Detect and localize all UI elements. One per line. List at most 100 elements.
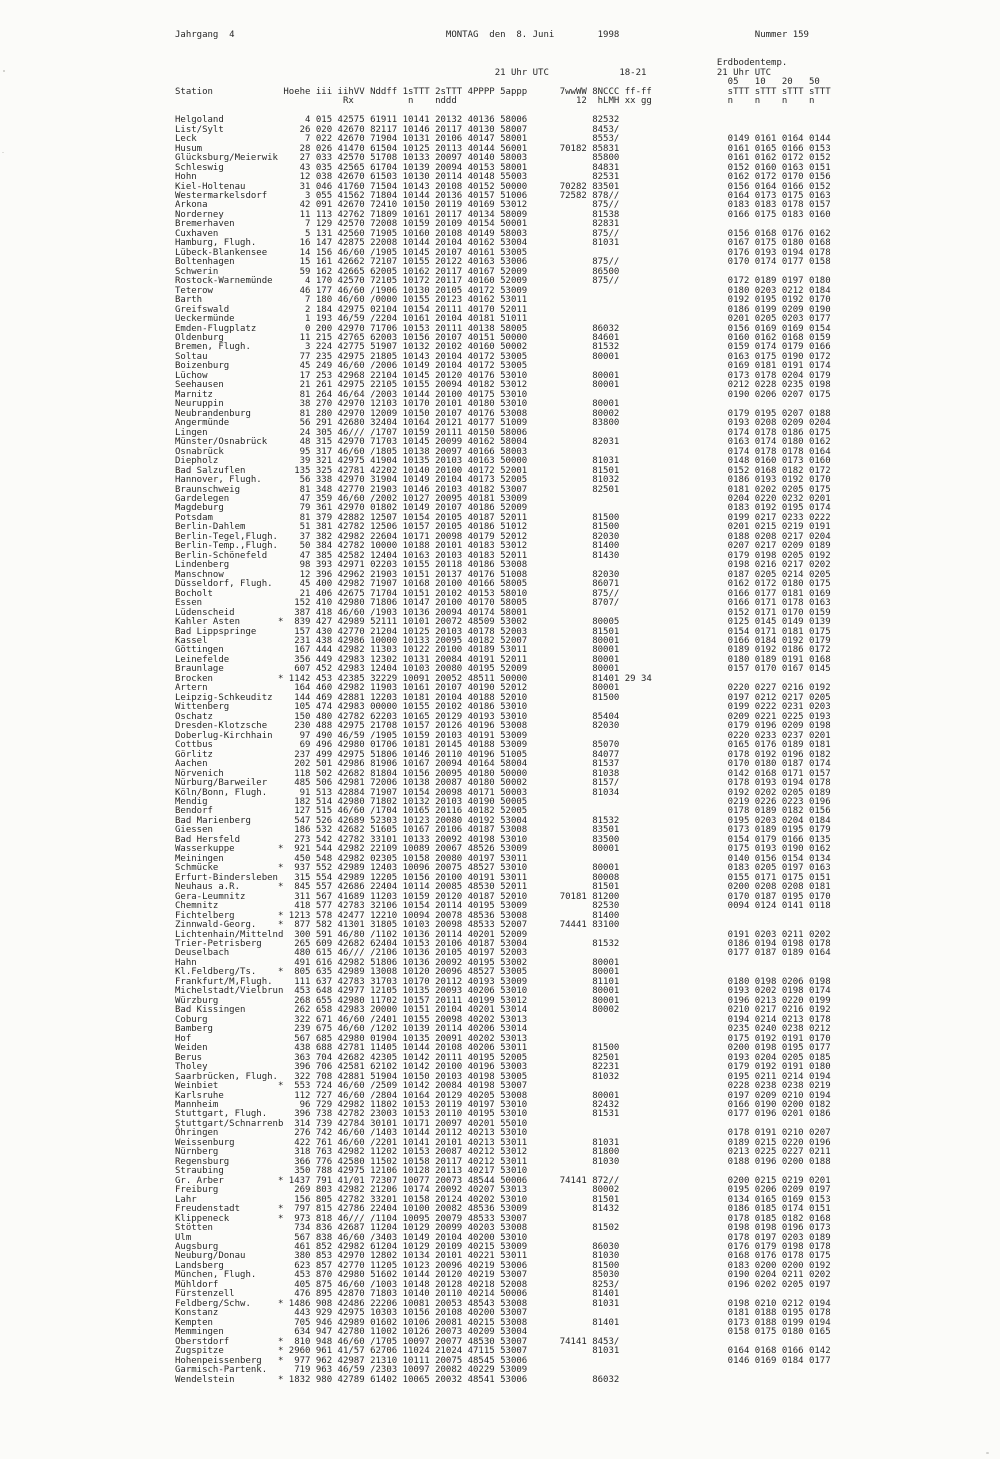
station-row: Leipzig-Schkeuditz 144 469 42881 12203 1… xyxy=(175,692,831,703)
station-row: Berlin-Temp.,Flugh. 50 384 42782 10000 1… xyxy=(175,541,831,552)
station-row: Frankfurt/M,Flugh. 111 637 42783 31703 1… xyxy=(175,976,831,987)
station-row: Lindenberg 98 393 42971 02203 10155 2011… xyxy=(175,560,831,571)
station-row: Ulm 567 838 46/60 /3403 10149 20104 4020… xyxy=(175,1232,831,1243)
station-row: Gera-Leumnitz 311 567 41689 11203 10159 … xyxy=(175,891,831,902)
station-row: Braunschweig 81 348 42770 21903 10146 20… xyxy=(175,484,831,495)
station-row: Soltau 77 235 42975 21805 10143 20104 40… xyxy=(175,351,831,362)
station-row: Memmingen 634 947 42780 11002 10126 2007… xyxy=(175,1327,831,1338)
station-row: Lichtenhain/Mittelnd 300 591 46/80 /1102… xyxy=(175,929,831,940)
station-row: Bendorf 127 515 46/60 /1704 10165 20116 … xyxy=(175,806,831,817)
station-row: Deuselbach 480 615 46/// /2106 10136 201… xyxy=(175,948,831,959)
station-row: Freudenstadt * 797 815 42786 22404 10100… xyxy=(175,1204,831,1215)
station-row: Teterow 46 177 46/60 /1906 10130 20105 4… xyxy=(175,285,831,296)
bulletin-text: Jahrgang 4 MONTAG den 8. Juni 1998 Numme… xyxy=(175,30,831,1385)
station-row: Coburg 322 671 46/60 /2401 10155 20098 4… xyxy=(175,1014,831,1025)
station-row: Magdeburg 79 361 42970 01802 10149 20107… xyxy=(175,503,831,514)
station-row: Dresden-Klotzsche 230 488 42975 21708 10… xyxy=(175,721,831,732)
station-row: Lüchow 17 253 42968 22104 10145 20120 40… xyxy=(175,370,831,381)
station-row: Chemnitz 418 577 42783 32106 10154 20114… xyxy=(175,901,831,912)
station-row: Bocholt 21 406 42675 71704 10151 20102 4… xyxy=(175,588,831,599)
station-row: Bad Hersfeld 273 542 42782 33101 10133 2… xyxy=(175,834,831,845)
station-row: Boltenhagen 15 161 42662 72107 10155 201… xyxy=(175,257,831,268)
table-subheader-line: Rx n nddd 12 hLMH xx gg n n n n xyxy=(175,96,815,107)
station-row: Glücksburg/Meierwik 27 033 42570 51708 1… xyxy=(175,153,831,164)
station-row: Mühldorf 405 875 46/60 /1003 10148 20128… xyxy=(175,1279,831,1290)
station-row: Kl.Feldberg/Ts. * 805 635 42989 13008 10… xyxy=(175,967,620,978)
scan-speckle xyxy=(2,152,4,153)
masthead-line: Jahrgang 4 MONTAG den 8. Juni 1998 Numme… xyxy=(175,30,809,40)
station-row: Hof 567 685 42980 01904 10135 20091 4020… xyxy=(175,1033,831,1044)
station-row: Seehausen 21 261 42975 22105 10155 20094… xyxy=(175,380,831,391)
scan-speckle xyxy=(986,1452,989,1454)
station-row: Neuburg/Donau 380 853 42970 12802 10134 … xyxy=(175,1251,831,1262)
station-row: Berlin-Dahlem 51 381 42782 12506 10157 2… xyxy=(175,522,831,533)
station-row: Gardelegen 47 359 46/60 /2002 10127 2009… xyxy=(175,493,831,504)
station-row: Trier-Petrisberg 265 609 42682 62404 101… xyxy=(175,939,831,949)
station-row: Leinefelde 356 449 42983 12302 10131 200… xyxy=(175,654,831,665)
station-row: Fürstenzell 476 895 42870 71803 10140 20… xyxy=(175,1289,620,1300)
station-row: Konstanz 443 929 42975 10303 10156 20108… xyxy=(175,1308,831,1319)
station-row: Braunlage 607 452 42983 12404 10103 2008… xyxy=(175,664,831,675)
station-row: Bad Marienberg 547 526 42689 52303 10123… xyxy=(175,815,831,826)
station-row: Karlsruhe 112 727 46/60 /2804 10164 2012… xyxy=(175,1090,831,1101)
obs-time-line: 21 Uhr UTC 18-21 21 Uhr UTC xyxy=(175,67,772,78)
station-row: Stuttgart/Schnarrenb 314 739 42784 30101… xyxy=(175,1118,528,1129)
station-row: Bad Salzuflen 135 325 42781 42202 10140 … xyxy=(175,465,831,476)
station-row: Brocken * 1142 453 42385 32229 10091 200… xyxy=(175,673,652,684)
station-row: Augsburg 461 852 42982 61204 10129 20109… xyxy=(175,1242,831,1252)
station-row: Potsdam 81 379 42882 12507 10154 20105 4… xyxy=(175,512,831,523)
station-row: Doberlug-Kirchhain 97 490 46/59 /1905 10… xyxy=(175,730,831,741)
station-row: Lüdenscheid 387 418 46/60 /1903 10136 20… xyxy=(175,607,831,618)
station-row: Norderney 11 113 42762 71809 10161 20117… xyxy=(175,209,831,220)
station-row: Düsseldorf, Flugh. 45 400 42982 71907 10… xyxy=(175,579,831,590)
station-row: Aachen 202 501 42986 81906 10167 20094 4… xyxy=(175,759,831,770)
station-row: Hohn 12 038 42670 61503 10130 20114 4014… xyxy=(175,172,831,183)
station-row: Schmücke * 937 552 42989 12403 10096 200… xyxy=(175,863,831,874)
station-row: Oberstdorf * 810 948 46/60 /1705 10097 2… xyxy=(175,1336,620,1347)
station-row: Stuttgart, Flugh. 396 738 42782 23003 10… xyxy=(175,1109,831,1120)
station-row: Görlitz 237 499 42975 51806 10146 20110 … xyxy=(175,749,831,760)
station-row: Neuhaus a.R. * 845 557 42686 22404 10114… xyxy=(175,882,831,893)
station-row: Essen 152 410 42980 71806 10147 20100 40… xyxy=(175,598,831,609)
station-row: Regensburg 366 776 42580 11502 10158 201… xyxy=(175,1156,831,1167)
station-row: Landsberg 623 857 42770 11205 10123 2009… xyxy=(175,1260,831,1271)
station-row: Kempten 705 946 42989 01602 10106 20081 … xyxy=(175,1317,831,1328)
station-row: Michelstadt/Vielbrun 453 648 42977 12105… xyxy=(175,986,831,997)
station-row: Hannover, Flugh. 56 338 42970 31904 1014… xyxy=(175,475,831,486)
soil-depths-line: 05 10 20 50 xyxy=(175,77,820,88)
station-row: Emden-Flugplatz 0 200 42970 71706 10153 … xyxy=(175,323,831,334)
station-row: Mendig 182 514 42980 71802 10132 20103 4… xyxy=(175,796,831,807)
station-row: Zinnwald-Georg. * 877 582 41301 31805 10… xyxy=(175,920,620,931)
station-row: Lahr 156 805 42782 33201 10158 20124 402… xyxy=(175,1194,831,1205)
station-row: Meiningen 450 548 42982 02305 10158 2008… xyxy=(175,853,831,864)
station-row: Klippeneck * 973 818 46/// /1104 10095 2… xyxy=(175,1213,831,1224)
station-row: Leck 7 022 42670 71904 10131 20106 40147… xyxy=(175,134,831,145)
station-row: Kiel-Holtenau 31 046 41760 71504 10143 2… xyxy=(175,181,831,192)
station-row: Boizenburg 45 249 46/60 /2006 10149 2010… xyxy=(175,361,831,372)
station-row: Diepholz 39 321 42975 41904 10135 20103 … xyxy=(175,456,831,467)
station-row: Tholey 396 706 42581 62102 10142 20100 4… xyxy=(175,1062,831,1073)
station-row: Giessen 186 532 42682 51605 10167 20106 … xyxy=(175,825,831,836)
station-row: Rostock-Warnemünde 4 170 42570 72105 101… xyxy=(175,276,831,287)
station-row: Ueckermünde 1 193 46/59 /2204 10161 2010… xyxy=(175,314,831,325)
station-row: Bremerhaven 7 129 42570 72008 10159 2010… xyxy=(175,219,620,230)
station-row: Greifswald 2 184 42975 02104 10154 20111… xyxy=(175,304,831,315)
station-row: Erfurt-Bindersleben 315 554 42989 12205 … xyxy=(175,872,831,883)
station-row: Neubrandenburg 81 280 42970 12009 10150 … xyxy=(175,408,831,419)
station-row: Bad Lippspringe 157 430 42770 21204 1012… xyxy=(175,626,831,637)
station-row: Gr. Arber * 1437 791 41/01 72307 10077 2… xyxy=(175,1175,831,1186)
station-row: Hamburg, Flugh. 16 147 42875 22008 10144… xyxy=(175,238,831,249)
station-row: Helgoland 4 015 42575 61911 10141 20132 … xyxy=(175,115,620,126)
station-row: Cuxhaven 5 131 42560 71905 10160 20108 4… xyxy=(175,228,831,239)
station-row: Weissenburg 422 761 46/60 /2201 10141 20… xyxy=(175,1137,831,1148)
soil-section-title: Erdbodentemp. xyxy=(175,58,788,69)
station-row: Artern 164 460 42982 11903 10161 20107 4… xyxy=(175,683,831,694)
station-row: Marnitz 81 264 46/64 /2003 10144 20100 4… xyxy=(175,389,831,400)
station-row: Münster/Osnabrück 48 315 42970 71703 101… xyxy=(175,437,831,448)
station-row: Berus 363 704 42682 42305 10142 20111 40… xyxy=(175,1052,831,1063)
station-row: Lingen 24 305 46/// /1707 10159 20111 40… xyxy=(175,427,831,438)
station-row: München, Flugh. 453 870 42980 51602 1014… xyxy=(175,1270,831,1281)
station-row: Angermünde 56 291 42680 32404 10164 2012… xyxy=(175,418,831,429)
station-row: Nürburg/Barweiler 485 506 42981 72006 10… xyxy=(175,778,831,789)
station-row: List/Sylt 26 020 42670 82117 10146 20117… xyxy=(175,124,620,135)
